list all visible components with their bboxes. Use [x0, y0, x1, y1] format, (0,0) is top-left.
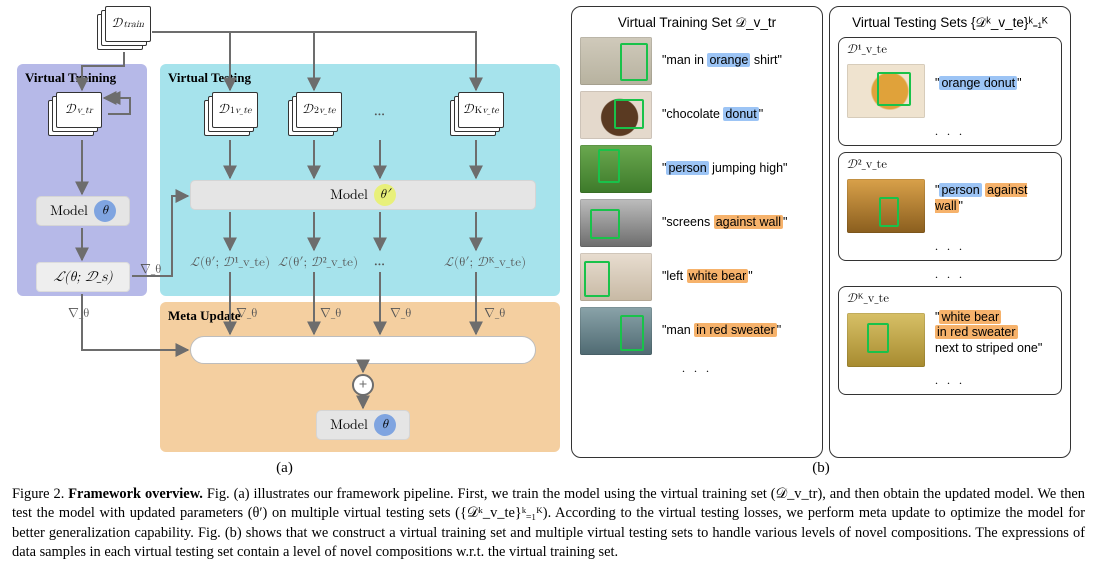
grad-label-3: ∇_θ: [390, 306, 412, 322]
grad-label-1: ∇_θ: [236, 306, 258, 322]
model-label: Model: [50, 203, 88, 220]
test-set-label: 𝒟¹_v_te: [847, 42, 887, 58]
meta-pill: [190, 336, 536, 364]
model-theta-prime: Model θ′: [190, 180, 536, 210]
grad-label-2: ∇_θ: [320, 306, 342, 322]
thumbnail: [580, 199, 652, 247]
ellipsis: . . .: [847, 373, 1053, 388]
theta-badge-2: θ: [374, 414, 396, 436]
virtual-testing-sets-box: Virtual Testing Sets {𝒟ᵏ_v_te}ᵏ₌₁ᴷ 𝒟¹_v_…: [829, 6, 1071, 458]
plus-icon: +: [352, 374, 374, 396]
panel-b: Virtual Training Set 𝒟_v_tr "man in oran…: [571, 6, 1071, 477]
caption-text: "white bearin red sweaternext to striped…: [935, 310, 1042, 357]
caption-text: "person jumping high": [662, 161, 787, 177]
model-theta: Model θ: [36, 196, 130, 226]
dataset-vte-2: 𝒟2v_te: [288, 92, 342, 138]
test-set-label: 𝒟²_v_te: [847, 157, 887, 173]
thumbnail: [580, 145, 652, 193]
panel-a-diagram: Virtual Training Virtual Testing Meta Up…: [12, 6, 557, 458]
panel-b-sublabel: (b): [571, 460, 1071, 477]
thumbnail: [580, 37, 652, 85]
model-theta-output: Model θ: [316, 410, 410, 440]
grad-label-out: ∇_θ: [140, 262, 162, 278]
loss-K: ℒ(θ′; 𝒟ᴷ_v_te): [444, 254, 526, 271]
bbox: [598, 149, 620, 183]
virtual-testing-sets-title: Virtual Testing Sets {𝒟ᵏ_v_te}ᵏ₌₁ᴷ: [838, 15, 1062, 31]
train-item: "man in orange shirt": [580, 37, 814, 85]
thumbnail: [847, 313, 925, 367]
caption-text: "man in orange shirt": [662, 53, 782, 69]
ellipsis: . . .: [838, 267, 1062, 282]
loss-1: ℒ(θ′; 𝒟¹_v_te): [190, 254, 270, 271]
theta-badge: θ: [94, 200, 116, 222]
thumbnail: [580, 253, 652, 301]
ellipsis: . . .: [847, 124, 1053, 139]
virtual-training-set-box: Virtual Training Set 𝒟_v_tr "man in oran…: [571, 6, 823, 458]
thumbnail: [580, 91, 652, 139]
bbox: [614, 99, 644, 129]
train-item: "left white bear": [580, 253, 814, 301]
panel-a-sublabel: (a): [12, 460, 557, 477]
panel-a: Virtual Training Virtual Testing Meta Up…: [12, 6, 557, 477]
caption-text: "chocolate donut": [662, 107, 763, 123]
virtual-training-title: Virtual Training: [25, 70, 116, 86]
dataset-vte-K: 𝒟Kv_te: [450, 92, 504, 138]
virtual-training-set-title: Virtual Training Set 𝒟_v_tr: [580, 15, 814, 31]
grad-label-down: ∇_θ: [68, 306, 90, 322]
caption-text: "screens against wall": [662, 215, 787, 231]
thumbnail: [580, 307, 652, 355]
figure-row: Virtual Training Virtual Testing Meta Up…: [12, 6, 1085, 477]
bbox: [620, 43, 648, 81]
test-set: 𝒟²_v_te "person against wall" . . .: [838, 152, 1062, 261]
test-set-label: 𝒟ᴷ_v_te: [847, 291, 889, 307]
loss-2: ℒ(θ′; 𝒟²_v_te): [278, 254, 358, 271]
loss-ellipsis: …: [374, 254, 385, 270]
train-item: "screens against wall": [580, 199, 814, 247]
bbox: [584, 261, 610, 297]
ellipsis: . . .: [847, 239, 1053, 254]
thumbnail: [847, 64, 925, 118]
thumbnail: [847, 179, 925, 233]
caption-text: "orange donut": [935, 76, 1022, 92]
train-item: "man in red sweater": [580, 307, 814, 355]
dataset-vtr: 𝒟v_tr: [48, 92, 102, 138]
train-item: "chocolate donut": [580, 91, 814, 139]
bbox: [590, 209, 620, 239]
model-label-3: Model: [330, 417, 368, 434]
meta-update-title: Meta Update: [168, 308, 241, 324]
ellipsis: . . .: [580, 361, 814, 376]
test-set: 𝒟¹_v_te "orange donut" . . .: [838, 37, 1062, 146]
dataset-vte-1: 𝒟1v_te: [204, 92, 258, 138]
bbox: [620, 315, 644, 351]
grad-label-4: ∇_θ: [484, 306, 506, 322]
virtual-testing-title: Virtual Testing: [168, 70, 251, 86]
caption-text: "left white bear": [662, 269, 753, 285]
test-set: 𝒟ᴷ_v_te "white bearin red sweaternext to …: [838, 286, 1062, 395]
loss-theta-ds: ℒ(θ; 𝒟_s): [36, 262, 130, 292]
model-label-2: Model: [330, 187, 368, 204]
train-item: "person jumping high": [580, 145, 814, 193]
caption-text: "man in red sweater": [662, 323, 781, 339]
dataset-train: 𝒟train: [97, 6, 151, 52]
caption-text: "person against wall": [935, 183, 1053, 214]
figure-caption: Figure 2. Framework overview. Figure 2. …: [12, 485, 1085, 563]
theta-prime-badge: θ′: [374, 184, 396, 206]
